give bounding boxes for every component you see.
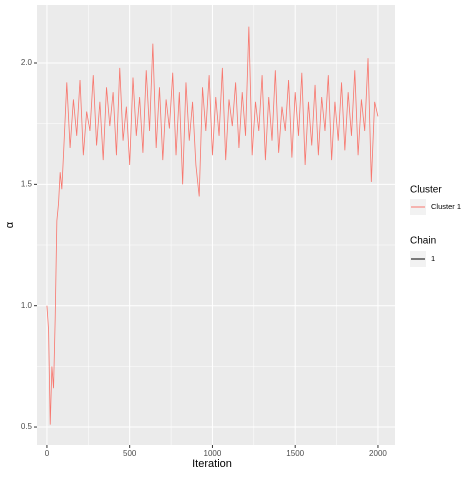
- legend-title: Cluster: [410, 185, 442, 196]
- y-tick-label: 2.0: [21, 58, 33, 67]
- y-tick-label: 0.5: [21, 422, 33, 431]
- x-tick-label: 1000: [204, 449, 222, 458]
- y-axis-label: α: [4, 221, 16, 228]
- y-tick-label: 1.5: [21, 179, 33, 188]
- x-tick-label: 500: [123, 449, 137, 458]
- x-tick-label: 1500: [286, 449, 304, 458]
- x-tick-label: 2000: [369, 449, 387, 458]
- trace-line: [46, 26, 379, 425]
- x-axis-label: Iteration: [192, 458, 232, 470]
- legend-label: 1: [431, 254, 435, 263]
- legend-label: Cluster 1: [431, 202, 461, 211]
- x-tick-label: 0: [45, 449, 50, 458]
- legend-title: Chain: [410, 236, 436, 247]
- y-tick-label: 1.0: [21, 301, 33, 310]
- panel: [37, 5, 395, 445]
